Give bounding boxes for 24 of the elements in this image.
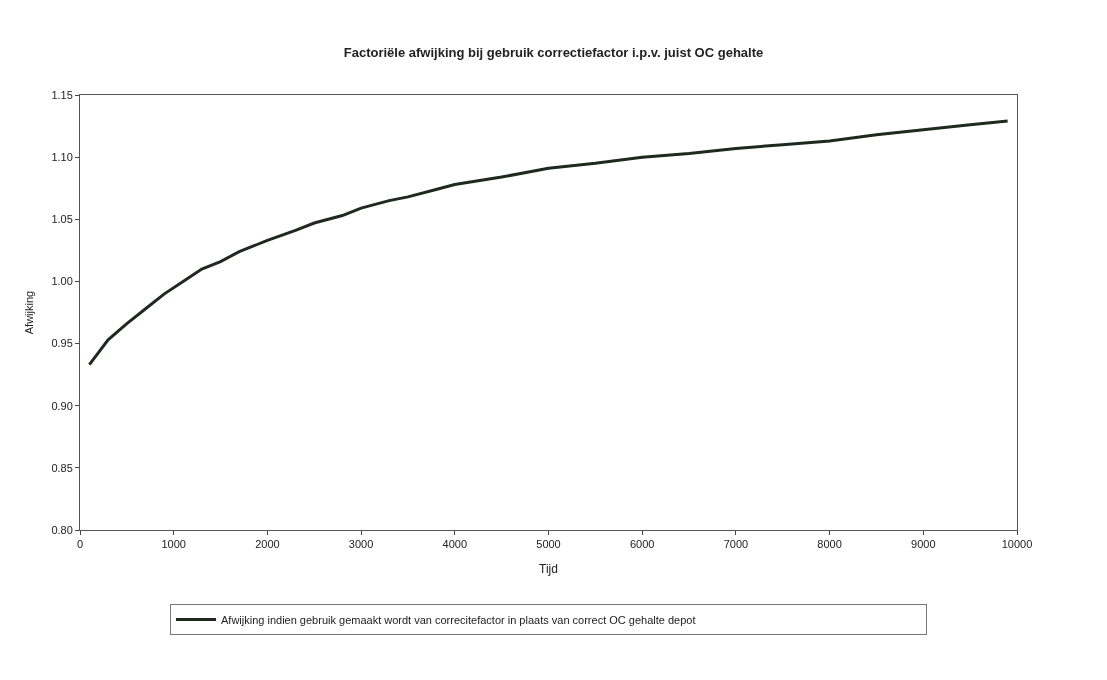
x-tick-label: 4000 [442, 538, 468, 551]
x-tick-label: 6000 [629, 538, 655, 551]
y-tick-label: 0.85 [51, 461, 73, 474]
x-tick-label: 3000 [348, 538, 374, 551]
y-tick-label: 1.05 [51, 213, 73, 226]
y-tick-label: 0.80 [51, 523, 73, 536]
y-tick-label: 1.10 [51, 150, 73, 163]
x-tick-label: 7000 [723, 538, 749, 551]
x-tick-label: 9000 [911, 538, 936, 551]
x-tick-label: 1000 [161, 538, 186, 551]
line-series [87, 119, 1010, 367]
y-tick-label: 1.15 [51, 88, 73, 101]
y-tick-label: 0.95 [51, 337, 73, 350]
y-tick-label: 1.00 [51, 275, 73, 288]
y-tick-label: 0.90 [51, 399, 73, 412]
x-tick-label: 8000 [817, 538, 842, 551]
chart-title: Factoriële afwijking bij gebruik correctiefactor i.p.v. juist OC gehalte [343, 44, 764, 60]
x-tick-label: 2000 [255, 538, 280, 551]
x-tick-label: 5000 [536, 538, 561, 551]
x-tick-label: 0 [76, 538, 84, 551]
x-tick-label: 10000 [1001, 538, 1033, 551]
y-axis-title: Afwijking [23, 290, 36, 335]
x-axis-title: Tijd [539, 562, 558, 577]
legend-label: Afwijking indien gebruik gemaakt wordt van correcitefactor in plaats van correct OC gehalte depot [221, 613, 696, 626]
